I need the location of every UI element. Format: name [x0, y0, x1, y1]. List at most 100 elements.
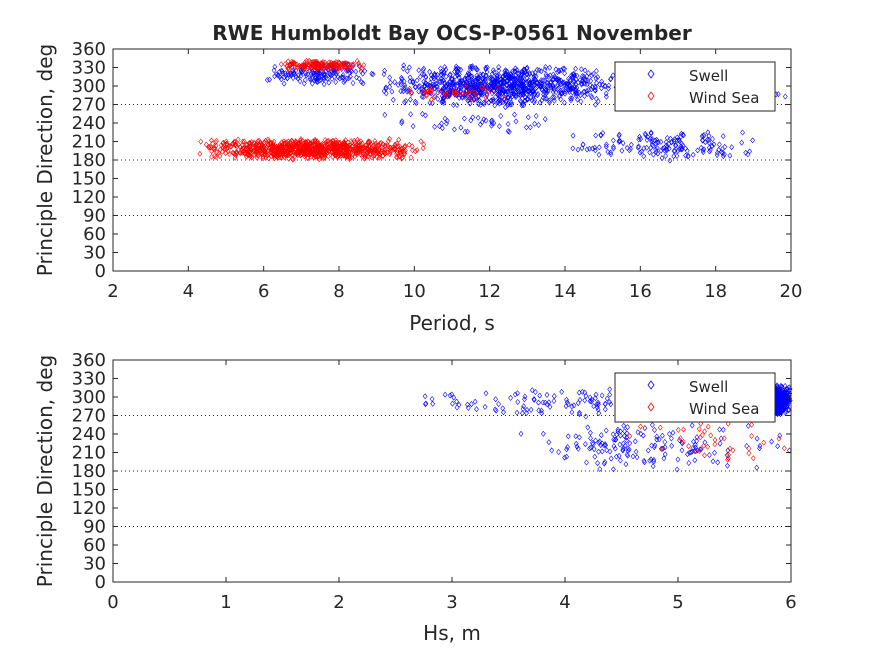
data-point	[720, 146, 725, 153]
data-point	[575, 96, 580, 103]
data-point	[225, 148, 231, 155]
data-point	[505, 88, 511, 95]
data-point	[572, 72, 577, 79]
data-point	[266, 140, 272, 146]
data-point	[501, 409, 506, 416]
data-point	[594, 401, 600, 408]
data-point	[524, 124, 529, 131]
data-point	[410, 123, 416, 130]
data-point	[559, 388, 565, 395]
data-point	[313, 70, 319, 77]
data-point	[468, 86, 474, 93]
data-point	[322, 151, 328, 158]
data-point	[669, 435, 674, 442]
data-point	[445, 89, 450, 96]
data-point	[276, 72, 281, 79]
data-point	[560, 79, 565, 86]
data-point	[268, 146, 274, 153]
data-point	[579, 66, 584, 73]
data-point	[396, 136, 402, 143]
data-point	[439, 98, 444, 105]
data-point	[548, 79, 553, 86]
data-point	[537, 99, 543, 106]
data-point	[649, 136, 655, 143]
data-point	[316, 153, 322, 160]
data-point	[543, 64, 548, 70]
data-point	[475, 93, 481, 100]
data-point	[518, 98, 524, 105]
data-point	[399, 146, 404, 153]
data-point	[350, 80, 356, 86]
data-point	[467, 88, 472, 95]
data-point	[425, 81, 430, 88]
data-point	[405, 87, 411, 94]
data-point	[262, 148, 268, 155]
data-point	[359, 79, 364, 86]
legend-label-swell: Swell	[689, 67, 728, 85]
data-point	[346, 75, 352, 82]
data-point	[654, 136, 660, 143]
data-point	[404, 88, 410, 95]
data-point	[650, 142, 656, 149]
data-point	[303, 141, 309, 148]
data-point	[747, 148, 752, 155]
data-point	[596, 448, 601, 455]
data-point	[334, 141, 340, 148]
data-point	[599, 392, 605, 399]
data-point	[341, 144, 347, 151]
data-point	[546, 84, 552, 91]
legend: Swell Wind Sea	[614, 61, 776, 112]
data-point	[346, 66, 351, 73]
data-point	[410, 147, 415, 154]
data-point	[312, 61, 318, 68]
data-point	[317, 71, 323, 78]
data-point	[524, 91, 530, 98]
y-tick-label: 60	[83, 224, 106, 245]
data-point	[488, 74, 493, 81]
data-point	[531, 396, 537, 403]
data-point	[618, 428, 623, 435]
data-point	[452, 126, 457, 133]
data-point	[690, 445, 696, 452]
data-point	[532, 120, 537, 127]
data-point	[624, 437, 629, 444]
data-point	[394, 150, 399, 157]
data-point	[520, 410, 525, 417]
data-point	[470, 63, 475, 70]
data-point	[465, 97, 471, 104]
data-point	[600, 130, 606, 137]
data-point	[743, 149, 749, 156]
data-point	[493, 94, 498, 100]
data-point	[712, 441, 718, 448]
data-point	[482, 403, 488, 410]
data-point	[381, 71, 387, 78]
data-point	[410, 78, 416, 85]
data-point	[349, 154, 354, 161]
data-point	[278, 61, 284, 68]
data-point	[674, 153, 680, 159]
data-point	[524, 71, 530, 78]
data-point	[331, 144, 336, 151]
data-point	[308, 150, 314, 157]
data-point	[538, 77, 544, 84]
data-point	[240, 138, 246, 145]
data-point	[401, 78, 407, 85]
data-point	[445, 89, 451, 96]
data-point	[603, 400, 608, 407]
data-point	[423, 400, 429, 407]
data-point	[693, 442, 698, 448]
data-point	[673, 142, 679, 149]
data-point	[654, 436, 660, 443]
data-point	[532, 75, 538, 82]
data-point	[426, 82, 432, 89]
data-point	[608, 151, 614, 158]
data-point	[354, 151, 360, 158]
data-point	[262, 139, 267, 146]
data-point	[521, 78, 526, 85]
data-point	[608, 401, 614, 408]
data-point	[785, 385, 791, 392]
data-point	[311, 141, 316, 148]
data-point	[436, 87, 442, 94]
data-point	[480, 91, 485, 98]
data-point	[538, 68, 544, 75]
